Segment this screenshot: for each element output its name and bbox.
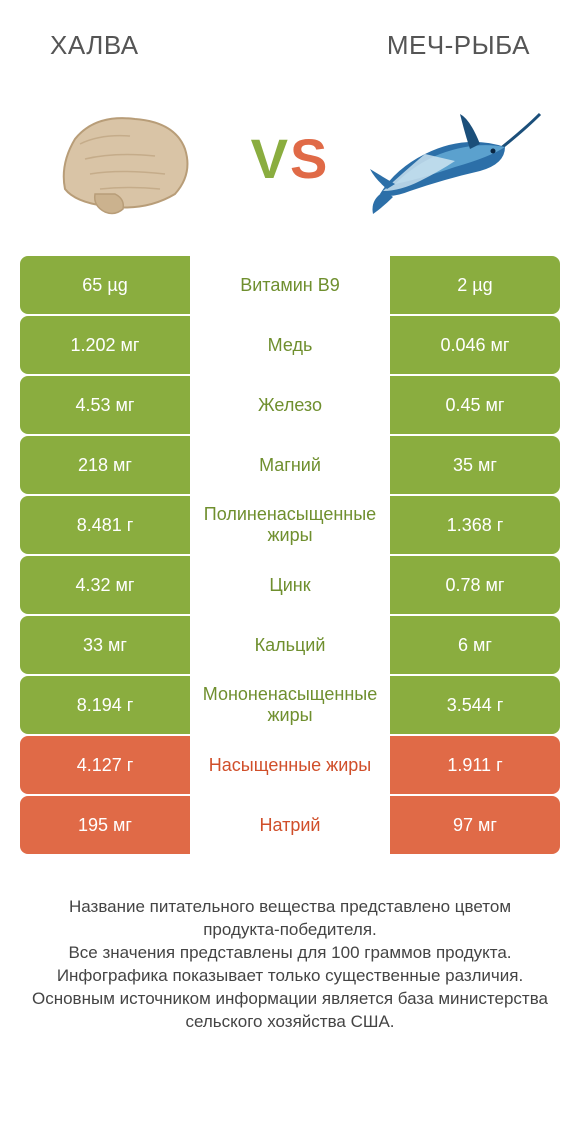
product-left-title: Халва <box>50 30 139 61</box>
value-right: 1.911 г <box>390 736 560 794</box>
table-row: 33 мгКальций6 мг <box>20 616 560 674</box>
footer-line: Все значения представлены для 100 граммо… <box>30 942 550 965</box>
nutrient-name: Мононенасыщенные жиры <box>190 676 390 734</box>
nutrient-name: Железо <box>190 376 390 434</box>
table-row: 4.53 мгЖелезо0.45 мг <box>20 376 560 434</box>
nutrient-name: Витамин B9 <box>190 256 390 314</box>
halva-image <box>35 89 215 229</box>
value-right: 6 мг <box>390 616 560 674</box>
footer-notes: Название питательного вещества представл… <box>20 856 560 1034</box>
value-left: 33 мг <box>20 616 190 674</box>
value-left: 218 мг <box>20 436 190 494</box>
header: Халва Меч-рыба <box>20 20 560 76</box>
vs-s: S <box>290 127 329 190</box>
value-right: 1.368 г <box>390 496 560 554</box>
footer-line: Инфографика показывает только существенн… <box>30 965 550 988</box>
footer-line: Основным источником информации является … <box>30 988 550 1034</box>
table-row: 8.194 гМононенасыщенные жиры3.544 г <box>20 676 560 734</box>
value-right: 0.046 мг <box>390 316 560 374</box>
nutrition-table: 65 µgВитамин B92 µg1.202 мгМедь0.046 мг4… <box>20 256 560 854</box>
nutrient-name: Медь <box>190 316 390 374</box>
nutrient-name: Насыщенные жиры <box>190 736 390 794</box>
vs-v: V <box>251 127 290 190</box>
value-right: 35 мг <box>390 436 560 494</box>
value-left: 1.202 мг <box>20 316 190 374</box>
swordfish-image <box>365 89 545 229</box>
nutrient-name: Натрий <box>190 796 390 854</box>
value-right: 3.544 г <box>390 676 560 734</box>
nutrient-name: Цинк <box>190 556 390 614</box>
value-left: 65 µg <box>20 256 190 314</box>
vs-label: VS <box>251 126 330 191</box>
table-row: 4.127 гНасыщенные жиры1.911 г <box>20 736 560 794</box>
value-left: 4.53 мг <box>20 376 190 434</box>
value-right: 2 µg <box>390 256 560 314</box>
value-right: 0.78 мг <box>390 556 560 614</box>
value-left: 8.194 г <box>20 676 190 734</box>
value-right: 0.45 мг <box>390 376 560 434</box>
vs-row: VS <box>20 76 560 256</box>
footer-line: Название питательного вещества представл… <box>30 896 550 942</box>
nutrient-name: Полиненасыщенные жиры <box>190 496 390 554</box>
nutrient-name: Магний <box>190 436 390 494</box>
product-right-title: Меч-рыба <box>387 30 530 61</box>
value-left: 4.32 мг <box>20 556 190 614</box>
value-right: 97 мг <box>390 796 560 854</box>
table-row: 65 µgВитамин B92 µg <box>20 256 560 314</box>
value-left: 8.481 г <box>20 496 190 554</box>
nutrient-name: Кальций <box>190 616 390 674</box>
value-left: 195 мг <box>20 796 190 854</box>
table-row: 1.202 мгМедь0.046 мг <box>20 316 560 374</box>
value-left: 4.127 г <box>20 736 190 794</box>
table-row: 218 мгМагний35 мг <box>20 436 560 494</box>
table-row: 8.481 гПолиненасыщенные жиры1.368 г <box>20 496 560 554</box>
table-row: 4.32 мгЦинк0.78 мг <box>20 556 560 614</box>
table-row: 195 мгНатрий97 мг <box>20 796 560 854</box>
